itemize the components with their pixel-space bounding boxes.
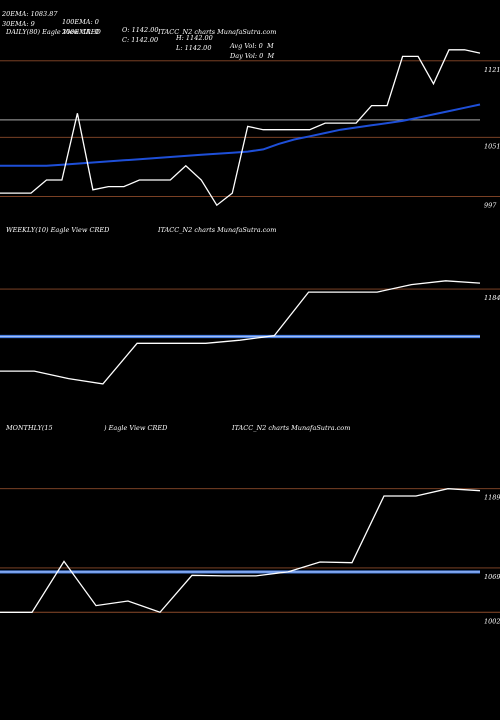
- header-open: O: 1142.00: [122, 26, 159, 34]
- monthly-tick-label-1: 1069: [484, 573, 500, 581]
- header-row-1: 20EMA: 1083.87 100EMA: 0 O: 1142.00 H: 1…: [2, 2, 498, 50]
- header-20ema: 20EMA: 1083.87: [2, 10, 58, 18]
- weekly-price-series-line: [0, 280, 481, 385]
- weekly-tick-label-0: 1184: [484, 294, 500, 302]
- daily-panel-source-label: ITACC_N2 charts MunafaSutra.com: [157, 28, 276, 36]
- weekly-panel-label: WEEKLY(10) Eagle View CRED: [6, 226, 110, 234]
- monthly-panel-label: MONTHLY(15: [5, 424, 53, 432]
- monthly-price-series-line: [0, 488, 481, 614]
- header-high: H: 1142.00: [176, 34, 213, 42]
- monthly-panel-source-label: ITACC_N2 charts MunafaSutra.com: [231, 424, 350, 432]
- header-avg-vol: Avg Vol: 0 M: [230, 42, 274, 50]
- header-30ema: 30EMA: 9: [2, 20, 35, 28]
- header-low: L: 1142.00: [176, 44, 212, 52]
- daily-ema-series-line: [0, 103, 481, 167]
- header-row-2: 30EMA: 9 200EMA: 0 C: 1142.00 L: 1142.00…: [2, 12, 498, 60]
- daily-price-series-line: [0, 49, 481, 207]
- weekly-panel-source-label: ITACC_N2 charts MunafaSutra.com: [157, 226, 276, 234]
- monthly-panel-label-mid: ) Eagle View CRED: [103, 424, 168, 432]
- monthly-tick-label-0: 1189: [484, 494, 500, 502]
- header-100ema: 100EMA: 0: [62, 18, 99, 26]
- daily-tick-label-2: 997: [484, 201, 497, 209]
- header-200ema: 200EMA: 0: [62, 28, 99, 36]
- header-day-vol: Day Vol: 0 M: [230, 52, 275, 60]
- header-close: C: 1142.00: [122, 36, 159, 44]
- daily-tick-label-0: 1121: [484, 66, 500, 74]
- daily-panel-label: DAILY(80) Eagle View CRED: [5, 28, 102, 36]
- daily-tick-label-1: 1051: [484, 142, 500, 150]
- monthly-tick-label-2: 1002: [484, 617, 500, 625]
